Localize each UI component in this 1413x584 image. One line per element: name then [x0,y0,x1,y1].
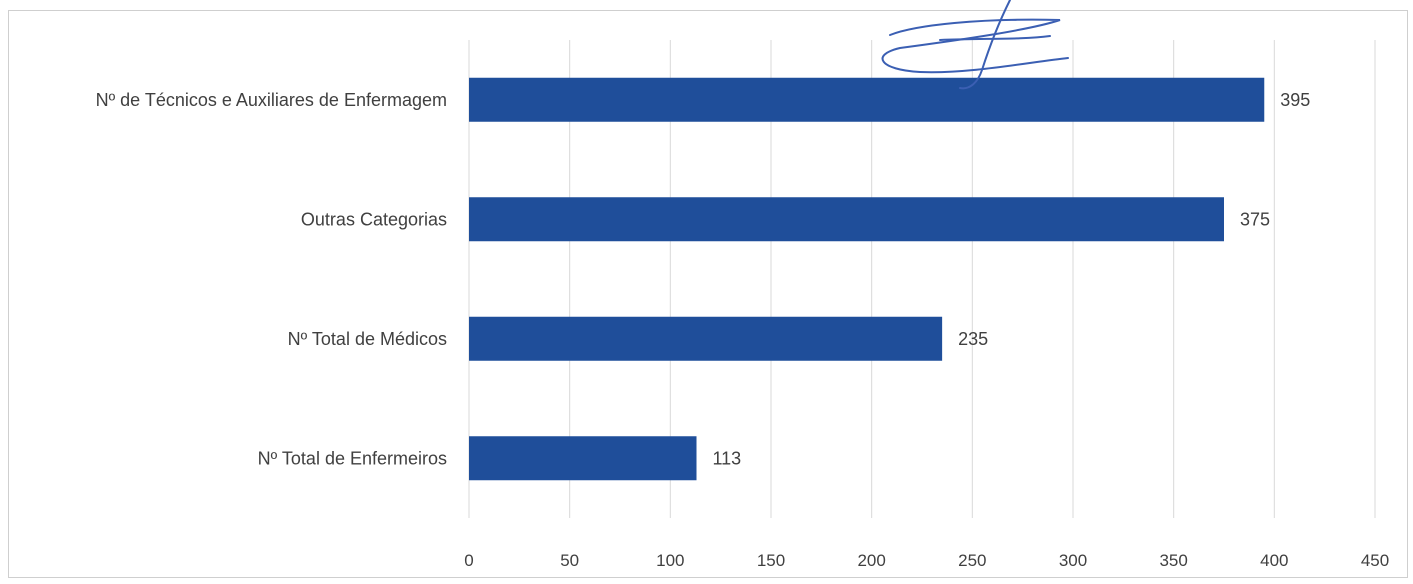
category-label: Nº de Técnicos e Auxiliares de Enfermage… [96,90,447,110]
category-label: Nº Total de Médicos [288,329,447,349]
category-labels: Nº de Técnicos e Auxiliares de Enfermage… [96,90,447,469]
bar [469,436,697,481]
x-tick-label: 250 [958,551,986,570]
x-tick-label: 300 [1059,551,1087,570]
x-tick-label: 450 [1361,551,1389,570]
data-labels: 395 375 235 113 [713,90,1311,469]
x-tick-label: 0 [464,551,473,570]
x-tick-label: 400 [1260,551,1288,570]
handwritten-signature [881,0,1069,90]
x-tick-label: 150 [757,551,785,570]
category-label: Nº Total de Enfermeiros [258,448,447,468]
bar [469,77,1265,122]
data-label: 395 [1280,90,1310,110]
x-tick-label: 350 [1159,551,1187,570]
data-label: 235 [958,329,988,349]
x-axis-tick-labels: 0 50 100 150 200 250 300 350 400 450 [464,551,1389,570]
bars [469,77,1265,481]
x-tick-label: 100 [656,551,684,570]
data-label: 113 [713,448,742,468]
bar [469,316,943,361]
category-label: Outras Categorias [301,209,447,229]
x-tick-label: 200 [857,551,885,570]
bar [469,197,1224,242]
data-label: 375 [1240,209,1270,229]
x-tick-label: 50 [560,551,579,570]
